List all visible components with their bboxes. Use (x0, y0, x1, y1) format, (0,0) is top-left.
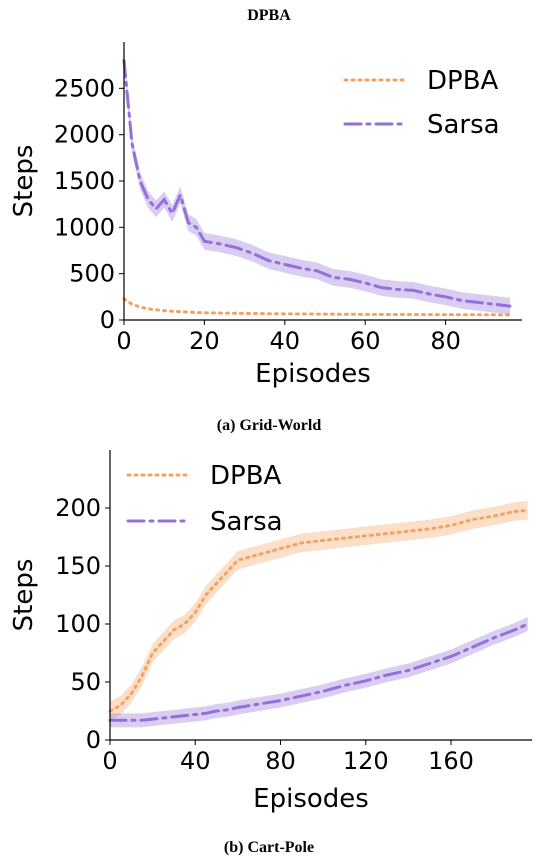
series-band-dpba-1 (110, 501, 528, 721)
series-band-sarsa-1 (110, 617, 528, 728)
x-tick-label-1-3: 120 (343, 747, 389, 775)
x-tick-label-1-4: 160 (428, 747, 474, 775)
legend-label-dpba-1: DPBA (210, 461, 282, 491)
legend-label-sarsa-0: Sarsa (427, 110, 500, 140)
series-line-sarsa-0 (122, 59, 512, 308)
x-tick-label-0-0: 0 (116, 327, 131, 355)
x-tick-label-0-3: 60 (350, 327, 381, 355)
x-tick-label-0-2: 40 (270, 327, 301, 355)
x-tick-label-1-0: 0 (102, 747, 117, 775)
y-tick-label-1-1: 50 (70, 668, 101, 696)
x-tick-label-1-1: 40 (180, 747, 211, 775)
y-tick-label-1-2: 100 (55, 610, 101, 638)
x-axis-label-0: Episodes (255, 359, 371, 389)
y-tick-label-0-0: 0 (100, 306, 115, 334)
series-line-dpba-0 (122, 297, 512, 317)
legend-label-sarsa-1: Sarsa (210, 507, 283, 537)
y-tick-label-1-4: 200 (55, 494, 101, 522)
y-tick-label-1-0: 0 (86, 726, 101, 754)
y-tick-label-0-4: 2000 (54, 121, 115, 149)
y-tick-label-1-3: 150 (55, 552, 101, 580)
y-tick-label-0-2: 1000 (54, 213, 115, 241)
legend-label-dpba-0: DPBA (427, 66, 499, 96)
figure-title: DPBA (247, 7, 291, 24)
series-band-sarsa-0 (124, 52, 510, 315)
x-tick-label-0-4: 80 (430, 327, 461, 355)
y-tick-label-0-1: 500 (69, 260, 115, 288)
y-axis-label-1: Steps (9, 559, 39, 632)
y-axis-label-0: Steps (9, 145, 39, 218)
x-tick-label-0-1: 20 (189, 327, 220, 355)
series-line-sarsa-1 (108, 622, 530, 722)
y-tick-label-0-3: 1500 (54, 167, 115, 195)
caption-grid-world: (a) Grid-World (216, 417, 322, 434)
y-tick-label-0-5: 2500 (54, 74, 115, 102)
x-tick-label-1-2: 80 (265, 747, 296, 775)
x-axis-label-1: Episodes (253, 784, 369, 814)
series-line-dpba-1 (108, 508, 530, 713)
caption-cart-pole: (b) Cart-Pole (223, 839, 315, 856)
